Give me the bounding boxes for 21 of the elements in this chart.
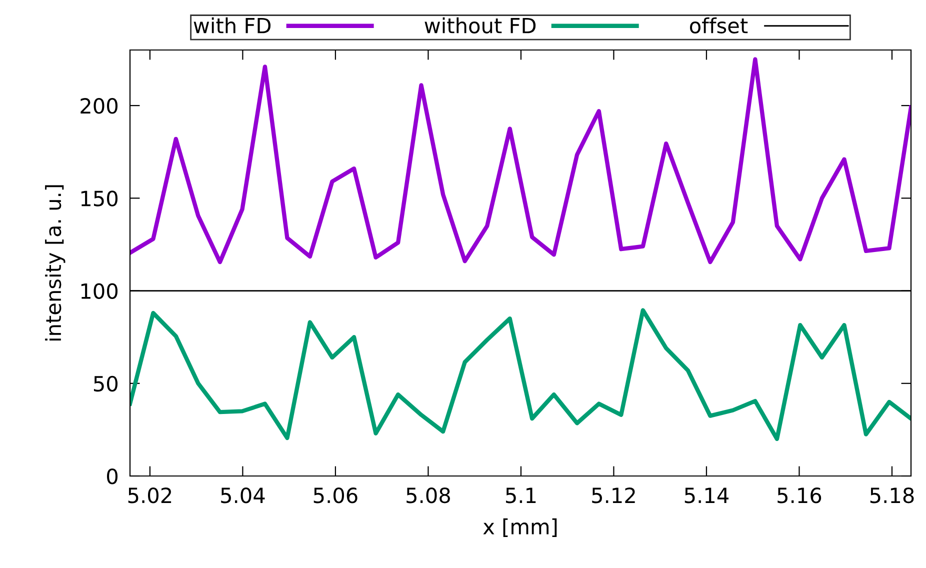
x-tick-label: 5.16 xyxy=(778,487,822,504)
x-tick-label: 5.1 xyxy=(506,488,536,504)
legend-label: without FD xyxy=(424,17,536,34)
legend-label: with FD xyxy=(194,17,271,34)
y-tick-label: 0 xyxy=(107,468,118,484)
y-tick-label: 200 xyxy=(80,98,118,114)
x-tick-label: 5.06 xyxy=(314,487,358,504)
x-tick-label: 5.02 xyxy=(128,487,172,504)
x-tick-label: 5.14 xyxy=(684,488,728,504)
x-tick-label: 5.04 xyxy=(221,487,265,504)
legend-label: offset xyxy=(690,17,748,34)
y-tick-label: 100 xyxy=(81,283,118,299)
x-tick-label: 5.18 xyxy=(870,487,914,504)
x-tick-label: 5.08 xyxy=(406,487,450,504)
y-tick-label: 50 xyxy=(94,376,118,392)
x-tick-label: 5.12 xyxy=(592,487,635,504)
x-axis-title: x [mm] xyxy=(483,518,557,537)
y-axis-title: intensity [a. u.] xyxy=(45,185,66,341)
y-tick-label: 150 xyxy=(81,190,118,206)
line-series xyxy=(130,308,911,442)
line-series xyxy=(130,57,911,264)
